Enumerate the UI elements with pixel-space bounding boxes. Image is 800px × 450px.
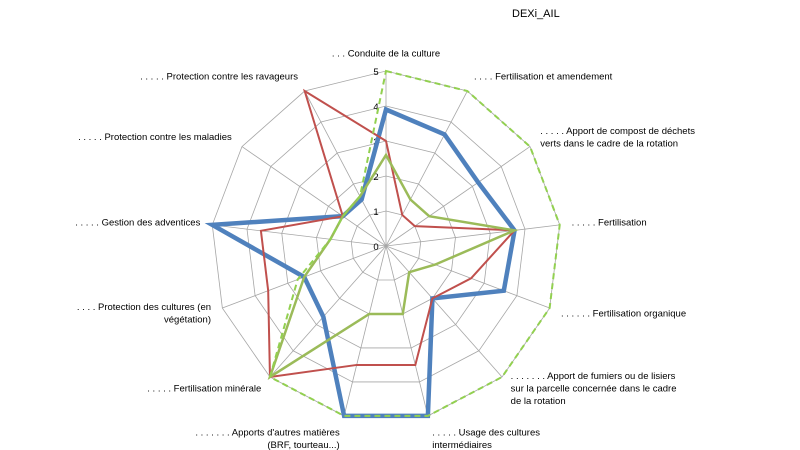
- axis-label-11: . . . . . Protection contre les maladies: [78, 132, 232, 143]
- axis-label-10: . . . . . Gestion des adventices: [75, 218, 200, 229]
- spoke-5: [385, 245, 503, 378]
- series-0-line: [204, 106, 517, 419]
- series-2-line: [267, 152, 519, 380]
- grid-ring-3: [281, 140, 491, 349]
- axis-label-9: . . . . Protection des cultures (en végét…: [77, 302, 211, 326]
- axis-label-5: . . . . . . . Apport de fumiers ou de li…: [511, 371, 677, 407]
- spoke-1: [385, 90, 468, 247]
- tick-label-2: 2: [373, 172, 378, 183]
- axis-label-8: . . . . . Fertilisation minérale: [147, 384, 261, 395]
- chart-title: DEXi_AIL: [512, 8, 560, 20]
- spoke-8: [269, 245, 387, 378]
- radar-series: [204, 69, 561, 419]
- axis-label-2: . . . . . Apport de compost de déchets ve…: [540, 126, 695, 150]
- tick-label-5: 5: [373, 67, 378, 78]
- spoke-2: [385, 146, 531, 247]
- axis-label-12: . . . . . Protection contre les ravageur…: [140, 72, 298, 83]
- axis-label-3: . . . . . Fertilisation: [572, 218, 647, 229]
- series-3-line: [268, 69, 561, 417]
- axis-label-4: . . . . . . Fertilisation organique: [561, 308, 686, 319]
- axis-label-1: . . . . Fertilisation et amendement: [474, 72, 613, 83]
- axis-label-6: . . . . . Usage des cultures intermédiair…: [432, 428, 540, 450]
- tick-label-0: 0: [373, 242, 378, 253]
- axis-label-0: . . . Conduite de la culture: [332, 49, 440, 60]
- radar-axis-labels: . . . Conduite de la culture . . . . Fert…: [75, 49, 695, 450]
- spoke-12: [304, 90, 387, 247]
- grid-ring-1: [350, 210, 422, 281]
- spoke-6: [385, 245, 429, 417]
- spoke-3: [385, 224, 560, 247]
- series-1-line: [259, 88, 517, 379]
- spoke-4: [385, 245, 550, 309]
- spoke-7: [343, 245, 387, 417]
- axis-label-7: . . . . . . . Apports d'autres matières(…: [195, 428, 340, 450]
- spoke-11: [241, 146, 387, 247]
- tick-label-1: 1: [373, 207, 378, 218]
- grid-ring-4: [246, 105, 526, 383]
- spoke-10: [212, 224, 387, 247]
- tick-label-4: 4: [373, 102, 378, 113]
- radar-spokes: [212, 71, 560, 417]
